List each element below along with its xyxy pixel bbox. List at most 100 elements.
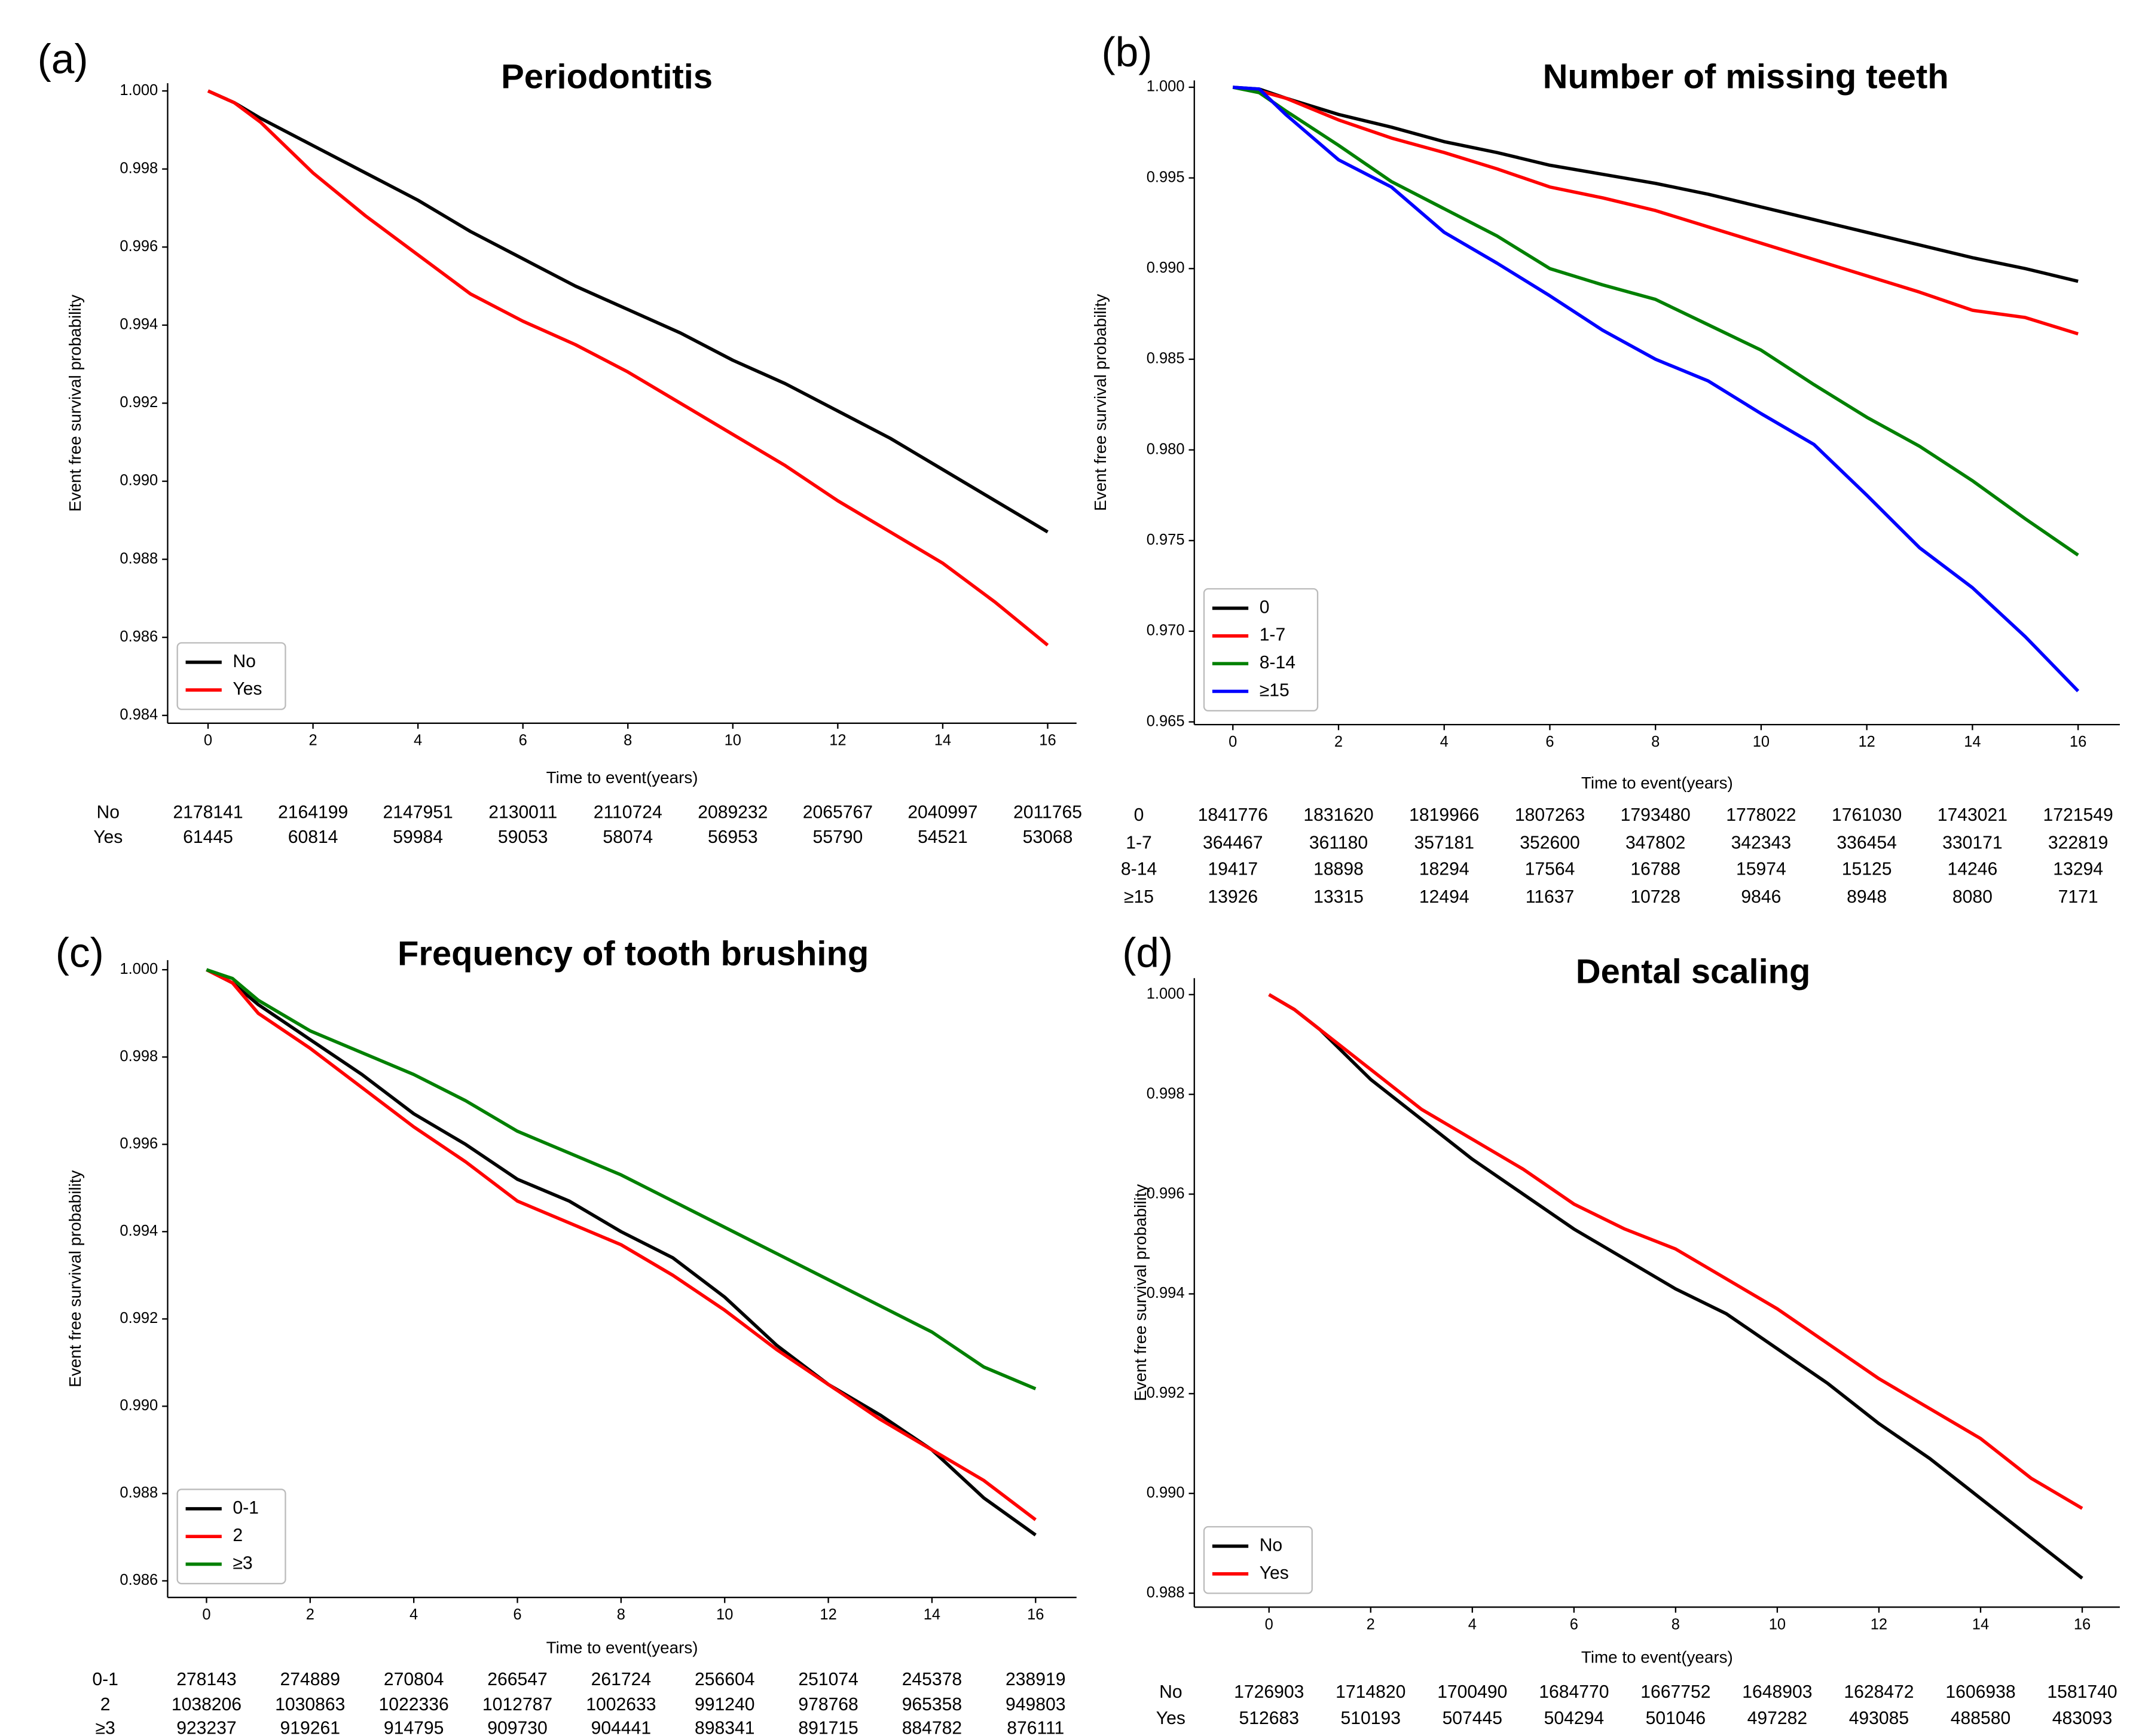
x-tick-label: 4 <box>410 1606 418 1623</box>
risk-value: 504294 <box>1544 1709 1604 1728</box>
risk-value: 1831620 <box>1303 805 1373 825</box>
risk-value: 330171 <box>1942 833 2002 852</box>
risk-value: 1807263 <box>1515 805 1585 825</box>
risk-value: 58074 <box>603 827 653 847</box>
legend-label: Yes <box>233 679 262 699</box>
risk-value: 2164199 <box>278 802 348 822</box>
x-tick-label: 2 <box>306 1606 314 1623</box>
risk-value: 15974 <box>1736 859 1786 879</box>
x-tick-label: 6 <box>513 1606 521 1623</box>
y-tick-label: 0.994 <box>120 316 158 333</box>
panel-label: (d) <box>1122 930 1173 976</box>
x-tick-label: 16 <box>1039 732 1056 749</box>
series-line <box>206 968 1037 1521</box>
x-tick-label: 4 <box>1440 733 1449 750</box>
risk-value: 1002633 <box>586 1695 656 1714</box>
risk-value: 1038206 <box>172 1695 242 1714</box>
y-tick-label: 0.970 <box>1147 622 1185 639</box>
risk-value: 59984 <box>393 827 443 847</box>
risk-value: 991240 <box>695 1695 754 1714</box>
y-tick-label: 0.995 <box>1147 169 1185 185</box>
risk-value: 361180 <box>1309 833 1368 852</box>
chart-title: Periodontitis <box>501 57 713 96</box>
x-tick-label: 0 <box>1229 733 1237 750</box>
x-tick-label: 8 <box>624 732 632 749</box>
risk-value: 1793480 <box>1621 805 1691 825</box>
risk-value: 488580 <box>1951 1709 2010 1728</box>
y-axis-label: Event free survival probability <box>66 1170 84 1387</box>
x-axis-label: Time to event(years) <box>546 768 698 787</box>
risk-value: 18898 <box>1313 859 1364 879</box>
risk-value: 1667752 <box>1640 1682 1710 1702</box>
risk-value: 2065767 <box>803 802 873 822</box>
x-tick-label: 14 <box>1972 1616 1989 1633</box>
series-line <box>1233 85 2079 283</box>
risk-value: 2178141 <box>173 802 243 822</box>
risk-value: 17564 <box>1525 859 1575 879</box>
risk-value: 510193 <box>1341 1709 1401 1728</box>
risk-value: 909730 <box>487 1718 547 1736</box>
risk-value: 352600 <box>1520 833 1579 852</box>
series-line <box>207 89 1049 534</box>
y-tick-label: 0.988 <box>1147 1584 1185 1601</box>
risk-value: 1743021 <box>1938 805 2007 825</box>
risk-value: 266547 <box>487 1670 547 1689</box>
risk-value: 61445 <box>183 827 233 847</box>
x-tick-label: 12 <box>1858 733 1875 750</box>
x-tick-label: 6 <box>519 732 527 749</box>
risk-value: 256604 <box>695 1670 754 1689</box>
risk-value: 2130011 <box>488 802 557 822</box>
risk-value: 7171 <box>2058 887 2098 907</box>
risk-value: 1648903 <box>1742 1682 1812 1702</box>
risk-value: 1726903 <box>1234 1682 1304 1702</box>
risk-value: 497282 <box>1747 1709 1807 1728</box>
legend-label: 2 <box>233 1526 243 1545</box>
y-tick-label: 1.000 <box>1147 986 1185 1003</box>
x-tick-label: 6 <box>1570 1616 1578 1633</box>
y-tick-label: 0.986 <box>120 628 158 645</box>
panel-label: (b) <box>1101 29 1152 75</box>
risk-value: 2011765 <box>1013 802 1082 822</box>
risk-value: 2110724 <box>594 802 662 822</box>
legend-box <box>1203 588 1319 712</box>
risk-value: 1022336 <box>379 1695 449 1714</box>
series-line <box>206 968 1037 1390</box>
risk-value: 322819 <box>2048 833 2108 852</box>
risk-row-label: Yes <box>93 827 123 847</box>
risk-value: 55790 <box>813 827 863 847</box>
risk-row-label: 1-7 <box>1126 833 1152 852</box>
x-tick-label: 14 <box>934 732 951 749</box>
x-tick-label: 10 <box>1769 1616 1786 1633</box>
risk-value: 8080 <box>1952 887 1993 907</box>
x-tick-label: 14 <box>1964 733 1981 750</box>
y-tick-label: 0.992 <box>1147 1384 1185 1401</box>
risk-value: 60814 <box>288 827 338 847</box>
risk-value: 14246 <box>1948 859 1998 879</box>
risk-value: 261724 <box>591 1670 651 1689</box>
y-tick-label: 0.988 <box>120 1484 158 1501</box>
legend-label: Yes <box>1260 1563 1289 1583</box>
x-tick-label: 2 <box>1367 1616 1375 1633</box>
risk-value: 884782 <box>902 1718 962 1736</box>
legend-label: 8-14 <box>1260 653 1295 673</box>
risk-value: 2040997 <box>907 802 977 822</box>
legend-label: No <box>1260 1535 1283 1555</box>
risk-row-label: Yes <box>1156 1709 1185 1728</box>
x-tick-label: 0 <box>1265 1616 1273 1633</box>
y-tick-label: 0.998 <box>120 1048 158 1065</box>
risk-value: 904441 <box>591 1718 651 1736</box>
risk-value: 59053 <box>498 827 548 847</box>
x-tick-label: 10 <box>716 1606 733 1623</box>
y-axis-label: Event free survival probability <box>66 295 84 512</box>
risk-value: 342343 <box>1731 833 1791 852</box>
risk-row-label: 8-14 <box>1121 859 1157 879</box>
risk-value: 978768 <box>798 1695 858 1714</box>
x-tick-label: 10 <box>725 732 741 749</box>
series-line <box>1232 85 2079 336</box>
risk-value: 357181 <box>1414 833 1474 852</box>
series-line <box>1233 85 2080 692</box>
x-tick-label: 12 <box>829 732 846 749</box>
risk-row-label: 0 <box>1134 805 1144 825</box>
x-tick-label: 16 <box>2074 1616 2091 1633</box>
